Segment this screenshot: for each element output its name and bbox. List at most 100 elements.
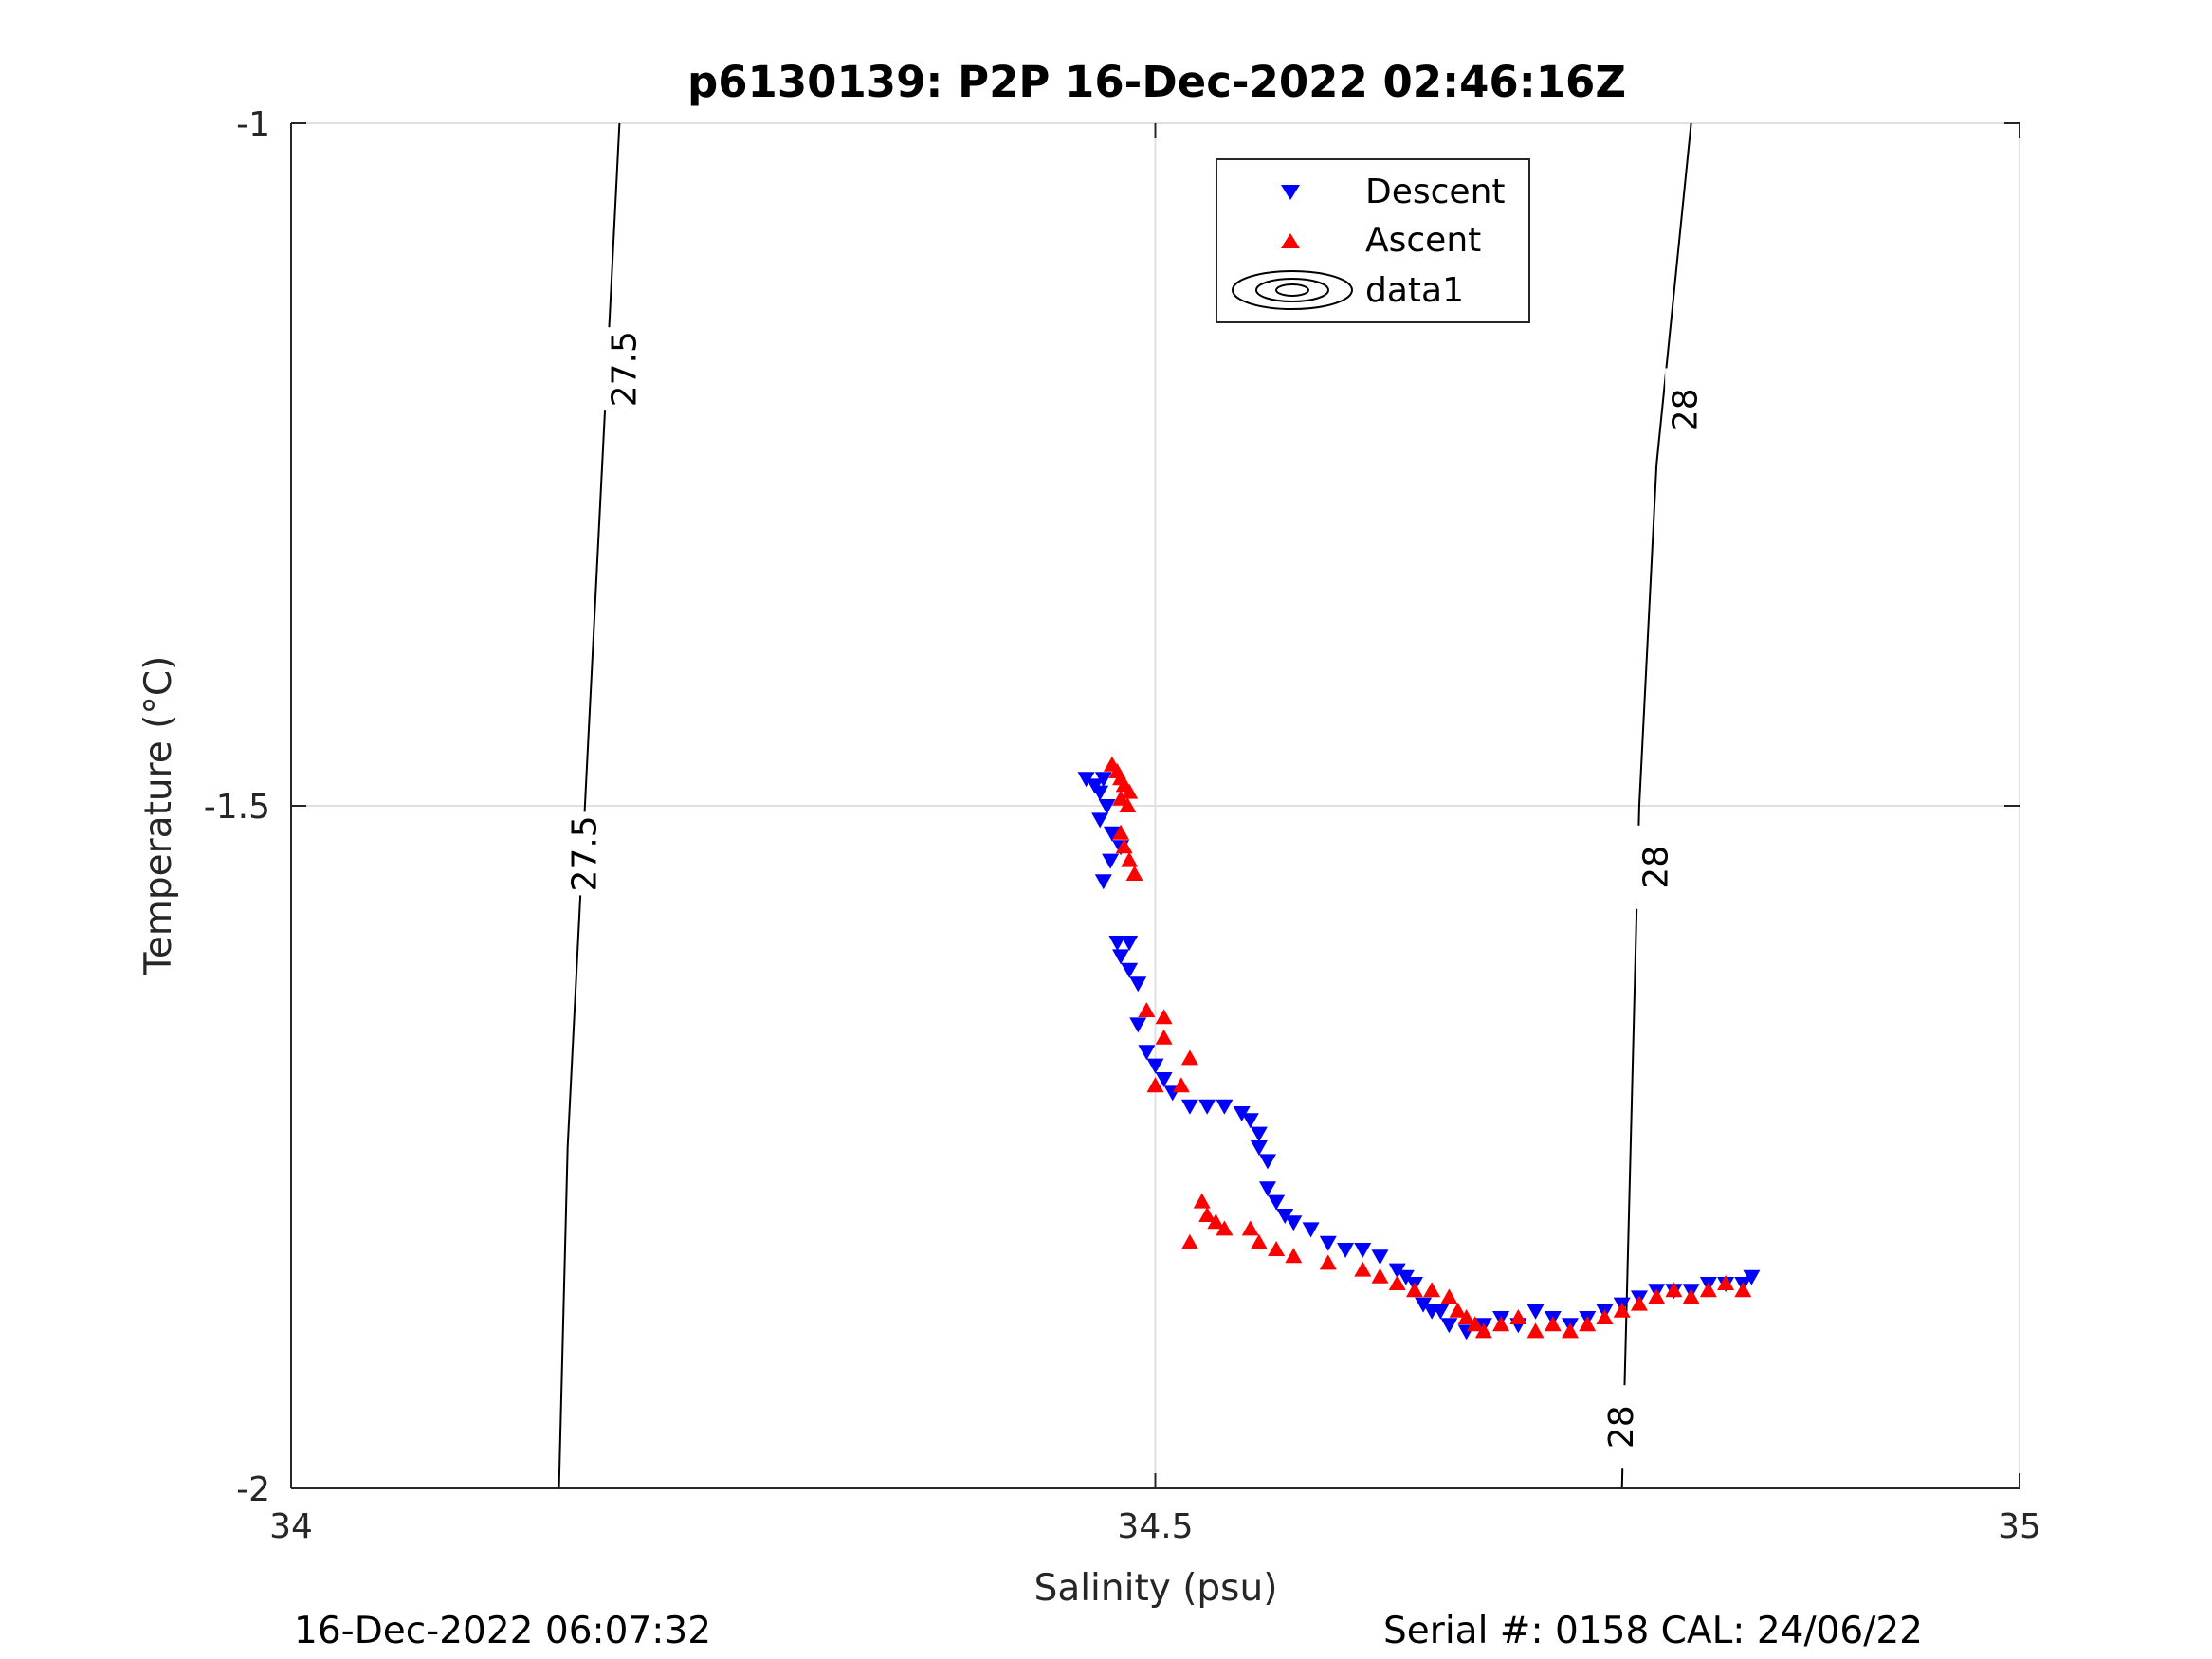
contour-label-28: 28 [1602,1405,1641,1449]
descent-point [1276,1209,1294,1224]
ascent-point [1319,1254,1337,1270]
descent-point [1155,1072,1173,1087]
descent-point [1121,936,1139,951]
descent-point [1198,1099,1216,1115]
legend-ascent-label: Ascent [1365,221,1481,260]
ascent-point [1665,1282,1683,1298]
descent-point [1216,1099,1234,1115]
descent-point [1241,1113,1259,1129]
ascent-point [1354,1261,1372,1277]
ascent-point [1526,1322,1545,1339]
ascent-point [1562,1322,1580,1339]
y-tick-label: -1 [236,105,270,144]
ascent-point [1579,1316,1597,1332]
ascent-point [1630,1295,1648,1311]
ascent-point [1734,1282,1752,1298]
contour-label-background [563,811,606,896]
plot-area: 27.5 27.5 28 28 28 34 34.5 35 -2 -1.5 -1 [204,105,2041,1546]
ascent-point [1180,1233,1198,1249]
ascent-point [1216,1220,1234,1236]
descent-point [1129,1017,1147,1033]
ascent-point [1285,1248,1303,1264]
data-series [1077,756,1761,1340]
ascent-point [1138,1002,1156,1017]
ascent-point [1193,1193,1211,1209]
ascent-point [1388,1275,1406,1290]
ascent-point [1440,1288,1458,1304]
descent-point [1743,1269,1761,1285]
ascent-point [1699,1282,1717,1298]
ascent-point [1466,1316,1484,1332]
contour-label-background [1600,1385,1643,1469]
x-tick-label: 34 [269,1507,313,1546]
contour-line-28 [1620,122,1692,1489]
y-tick-label: -2 [236,1470,270,1509]
ascent-point [1121,783,1139,799]
descent-point [1098,799,1116,814]
legend-ascent-marker [1281,233,1300,248]
descent-point [1268,1194,1286,1211]
descent-point [1337,1243,1355,1258]
descent-point [1432,1304,1450,1320]
legend-box [1216,158,1530,323]
ascent-point [1198,1207,1216,1222]
ascent-point [1457,1309,1475,1324]
ascent-point [1125,866,1143,881]
legend: Descent Ascent data1 [1216,158,1530,323]
ascent-point [1449,1302,1467,1318]
ascent-point [1172,1077,1190,1093]
contour-label-27.5: 27.5 [605,331,644,407]
descent-point [1258,1181,1276,1197]
descent-point [1233,1106,1251,1121]
ascent-point [1112,790,1130,806]
ascent-point [1371,1267,1389,1284]
ascent-point [1509,1309,1527,1324]
y-axis-label: Temperature (°C) [137,656,180,976]
ascent-point [1112,824,1130,840]
ascent-point [1180,1049,1198,1066]
descent-point [1091,785,1109,801]
x-axis-label: Salinity (psu) [1034,1567,1278,1610]
contour-label-28: 28 [1667,388,1706,431]
contour-label-background [1636,825,1678,909]
contour-label-27.5: 27.5 [565,815,604,891]
ascent-point [1207,1213,1225,1230]
chart-title: p6130139: P2P 16-Dec-2022 02:46:16Z [687,57,1626,107]
ascent-point [1241,1220,1259,1236]
legend-data1-label: data1 [1365,271,1464,310]
y-tick-label: -1.5 [204,788,270,827]
ascent-point [1648,1288,1666,1304]
descent-point [1415,1297,1433,1313]
descent-point [1302,1222,1320,1238]
descent-point [1285,1215,1303,1231]
descent-point [1146,1058,1164,1074]
descent-point [1102,853,1120,869]
ascent-point [1682,1288,1700,1304]
descent-point [1108,936,1126,951]
contour-label-background [603,327,646,411]
contour-label-background [1665,368,1708,452]
x-tick-label: 34.5 [1117,1507,1193,1546]
legend-descent-label: Descent [1365,173,1506,211]
ascent-point [1596,1309,1614,1324]
descent-point [1388,1263,1406,1279]
descent-point [1121,962,1139,978]
descent-point [1397,1269,1415,1285]
descent-point [1138,1045,1156,1061]
series-ascent [1103,756,1752,1339]
descent-point [1440,1318,1458,1334]
ascent-point [1423,1282,1441,1298]
ascent-point [1146,1077,1164,1093]
ascent-point [1268,1241,1286,1256]
ascent-point [1544,1316,1562,1332]
x-tick-label: 35 [1998,1507,2041,1546]
ascent-point [1250,1233,1268,1249]
ascent-point [1155,1029,1173,1045]
footer-timestamp: 16-Dec-2022 06:07:32 [294,1610,711,1652]
ascent-point [1155,1009,1173,1025]
descent-point [1103,826,1121,842]
descent-point [1371,1249,1389,1266]
descent-point [1091,812,1109,829]
legend-descent-marker [1281,185,1300,200]
